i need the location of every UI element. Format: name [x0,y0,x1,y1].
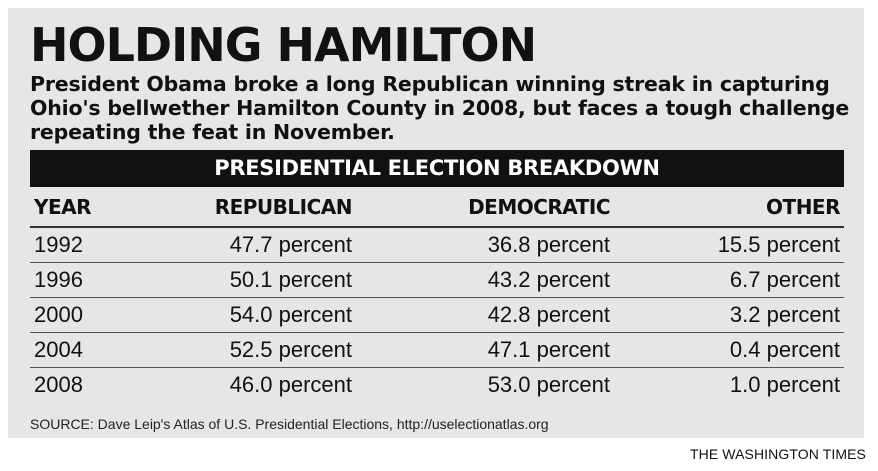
cell-republican: 46.0 percent [229,372,352,397]
table-row: 2008 46.0 percent 53.0 percent 1.0 perce… [30,368,844,403]
table-row: 2004 52.5 percent 47.1 percent 0.4 perce… [30,332,844,368]
column-header-republican: REPUBLICAN [148,187,356,228]
cell-democratic: 47.1 percent [356,332,614,368]
cell-other: 1.0 percent [729,372,840,397]
table-title-banner: PRESIDENTIAL ELECTION BREAKDOWN [30,150,844,187]
cell-democratic: 43.2 percent [356,262,614,298]
graphic-panel: HOLDING HAMILTON President Obama broke a… [8,8,864,438]
cell-other: 6.7 percent [614,262,844,298]
table-header-row: YEAR REPUBLICAN DEMOCRATIC OTHER [30,187,844,228]
cell-republican: 52.5 percent [148,332,356,368]
column-header-year: YEAR [30,187,148,228]
election-table-container: PRESIDENTIAL ELECTION BREAKDOWN YEAR REP… [30,150,844,402]
source-note: SOURCE: Dave Leip's Atlas of U.S. Presid… [30,416,549,432]
cell-year: 1992 [30,227,148,263]
cell-year: 2004 [30,332,148,368]
column-header-democratic: DEMOCRATIC [356,187,614,228]
headline: HOLDING HAMILTON [30,18,537,72]
cell-year: 2000 [30,297,148,333]
subheadline: President Obama broke a long Republican … [30,72,850,144]
cell-year: 1996 [30,262,148,298]
cell-democratic: 42.8 percent [356,297,614,333]
election-table: YEAR REPUBLICAN DEMOCRATIC OTHER 1992 47… [30,187,844,402]
cell-republican: 47.7 percent [148,227,356,263]
cell-republican: 50.1 percent [148,262,356,298]
cell-year: 2008 [34,372,83,397]
table-row: 1996 50.1 percent 43.2 percent 6.7 perce… [30,262,844,298]
table-row: 2000 54.0 percent 42.8 percent 3.2 perce… [30,297,844,333]
cell-republican: 54.0 percent [148,297,356,333]
cell-democratic: 53.0 percent [487,372,610,397]
cell-democratic: 36.8 percent [356,227,614,263]
table-row: 1992 47.7 percent 36.8 percent 15.5 perc… [30,227,844,263]
publisher-credit: THE WASHINGTON TIMES [690,446,866,462]
cell-other: 0.4 percent [614,332,844,368]
column-header-other: OTHER [614,187,844,228]
cell-other: 15.5 percent [614,227,844,263]
cell-other: 3.2 percent [614,297,844,333]
